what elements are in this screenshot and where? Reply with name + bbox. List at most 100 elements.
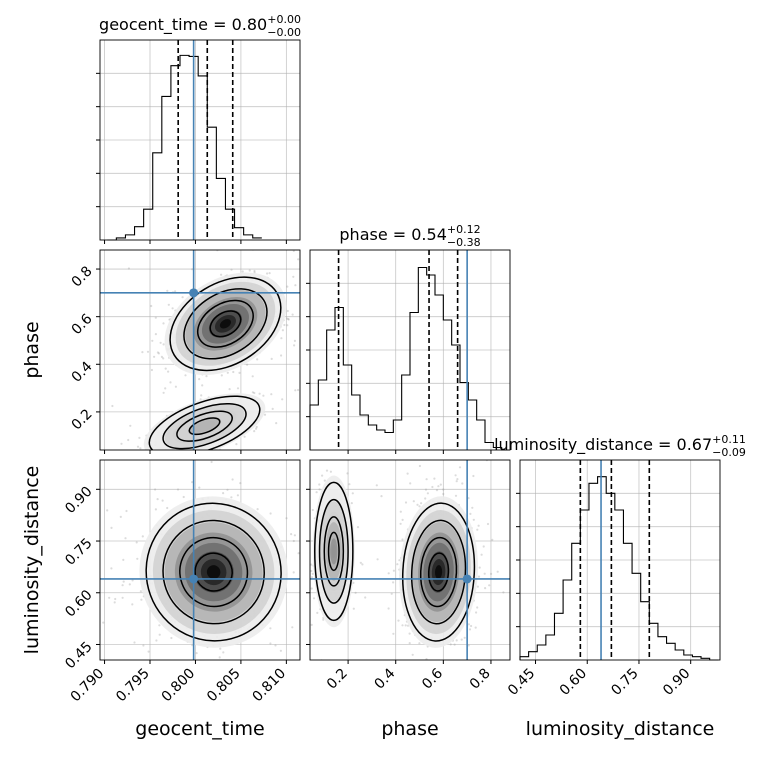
y-tick-label: 0.75 (62, 535, 95, 568)
sample-point (418, 464, 421, 468)
hist-step (309, 266, 510, 451)
sample-point (159, 341, 162, 344)
sample-point (293, 344, 296, 347)
hist-bin (443, 320, 451, 450)
title-main: luminosity_distance = 0.67 (494, 435, 712, 455)
sample-point (121, 596, 124, 599)
sample-point (293, 534, 296, 537)
sample-point (476, 528, 479, 531)
title-lower: −0.38 (447, 236, 481, 249)
panel-title: luminosity_distance = 0.67+0.11 −0.09 (494, 433, 746, 459)
sample-point (351, 492, 354, 495)
sample-point (205, 375, 208, 378)
sample-point (141, 535, 144, 538)
sample-point (350, 502, 353, 505)
sample-point (399, 510, 402, 513)
sample-point (408, 632, 411, 635)
sample-point (167, 370, 170, 373)
sample-point (241, 270, 244, 273)
sample-point (294, 389, 297, 392)
sample-point (387, 607, 390, 610)
hist-bin (649, 623, 658, 660)
contour-line (401, 502, 476, 642)
sample-point (184, 374, 187, 377)
sample-point (141, 351, 144, 354)
contour-line (183, 288, 268, 360)
contour-line (327, 531, 340, 572)
sample-point (251, 391, 254, 394)
truth-point (189, 288, 199, 298)
sample-point (474, 626, 477, 629)
sample-point (406, 472, 409, 475)
hist-bin (468, 400, 476, 450)
hist-bin (153, 153, 162, 240)
sample-point (274, 644, 277, 647)
hist-grid-geocent_time (100, 40, 300, 240)
sample-point (467, 644, 470, 647)
sample-point (297, 552, 300, 555)
sample-point (311, 572, 314, 576)
title-upper: +0.12 (447, 223, 481, 236)
sample-point (166, 289, 169, 292)
sample-point (226, 488, 229, 491)
sample-point (131, 603, 134, 606)
hist-bin (667, 643, 676, 660)
truth-point (189, 574, 199, 584)
sample-point (468, 628, 472, 631)
sample-point (251, 375, 254, 378)
sample-point (255, 425, 258, 429)
hist-bin (520, 657, 529, 660)
sample-point (488, 584, 491, 587)
sample-point (262, 394, 265, 397)
sample-point (167, 303, 170, 306)
sample-point (304, 297, 306, 299)
sample-point (283, 323, 286, 327)
sample-point (449, 643, 452, 646)
sample-point (292, 571, 295, 574)
sample-point (156, 498, 159, 501)
sample-point (425, 478, 428, 481)
sample-point (246, 363, 249, 366)
sample-point (256, 508, 259, 511)
sample-point (113, 601, 116, 604)
hist-bin (402, 375, 410, 450)
sample-point (269, 642, 272, 645)
sample-point (270, 393, 273, 396)
sample-point (436, 663, 438, 665)
sample-point (305, 602, 307, 604)
hist-bin (244, 235, 253, 240)
density-level (206, 565, 221, 579)
sample-point (151, 339, 154, 342)
contour-line (197, 299, 254, 348)
sample-point (285, 317, 288, 320)
hist-bin (418, 268, 426, 451)
sample-point (486, 522, 490, 526)
hist-bin (162, 96, 171, 240)
hist-bin (327, 330, 335, 450)
sample-point (122, 580, 125, 583)
sample-point (162, 343, 165, 346)
sample-point (110, 567, 113, 570)
sample-point (472, 518, 475, 521)
contour-line (176, 410, 233, 442)
sample-point (153, 355, 156, 358)
sample-point (232, 370, 235, 374)
hist-bin (563, 580, 572, 660)
sample-point (310, 587, 313, 590)
sample-point (418, 505, 421, 508)
y-tick-label: 0.45 (62, 639, 95, 672)
sample-point (478, 566, 481, 569)
sample-point (235, 443, 238, 446)
sample-point (310, 623, 313, 627)
hist-bin (452, 345, 460, 450)
contour-line (162, 402, 247, 450)
sample-point (409, 482, 412, 485)
contour-line (427, 552, 450, 592)
sample-point (280, 354, 283, 357)
sample-point (316, 611, 319, 615)
sample-point (401, 518, 404, 522)
sample-point (132, 460, 134, 462)
sample-point (297, 258, 300, 261)
sample-point (158, 624, 161, 627)
hist-bin (658, 637, 667, 660)
